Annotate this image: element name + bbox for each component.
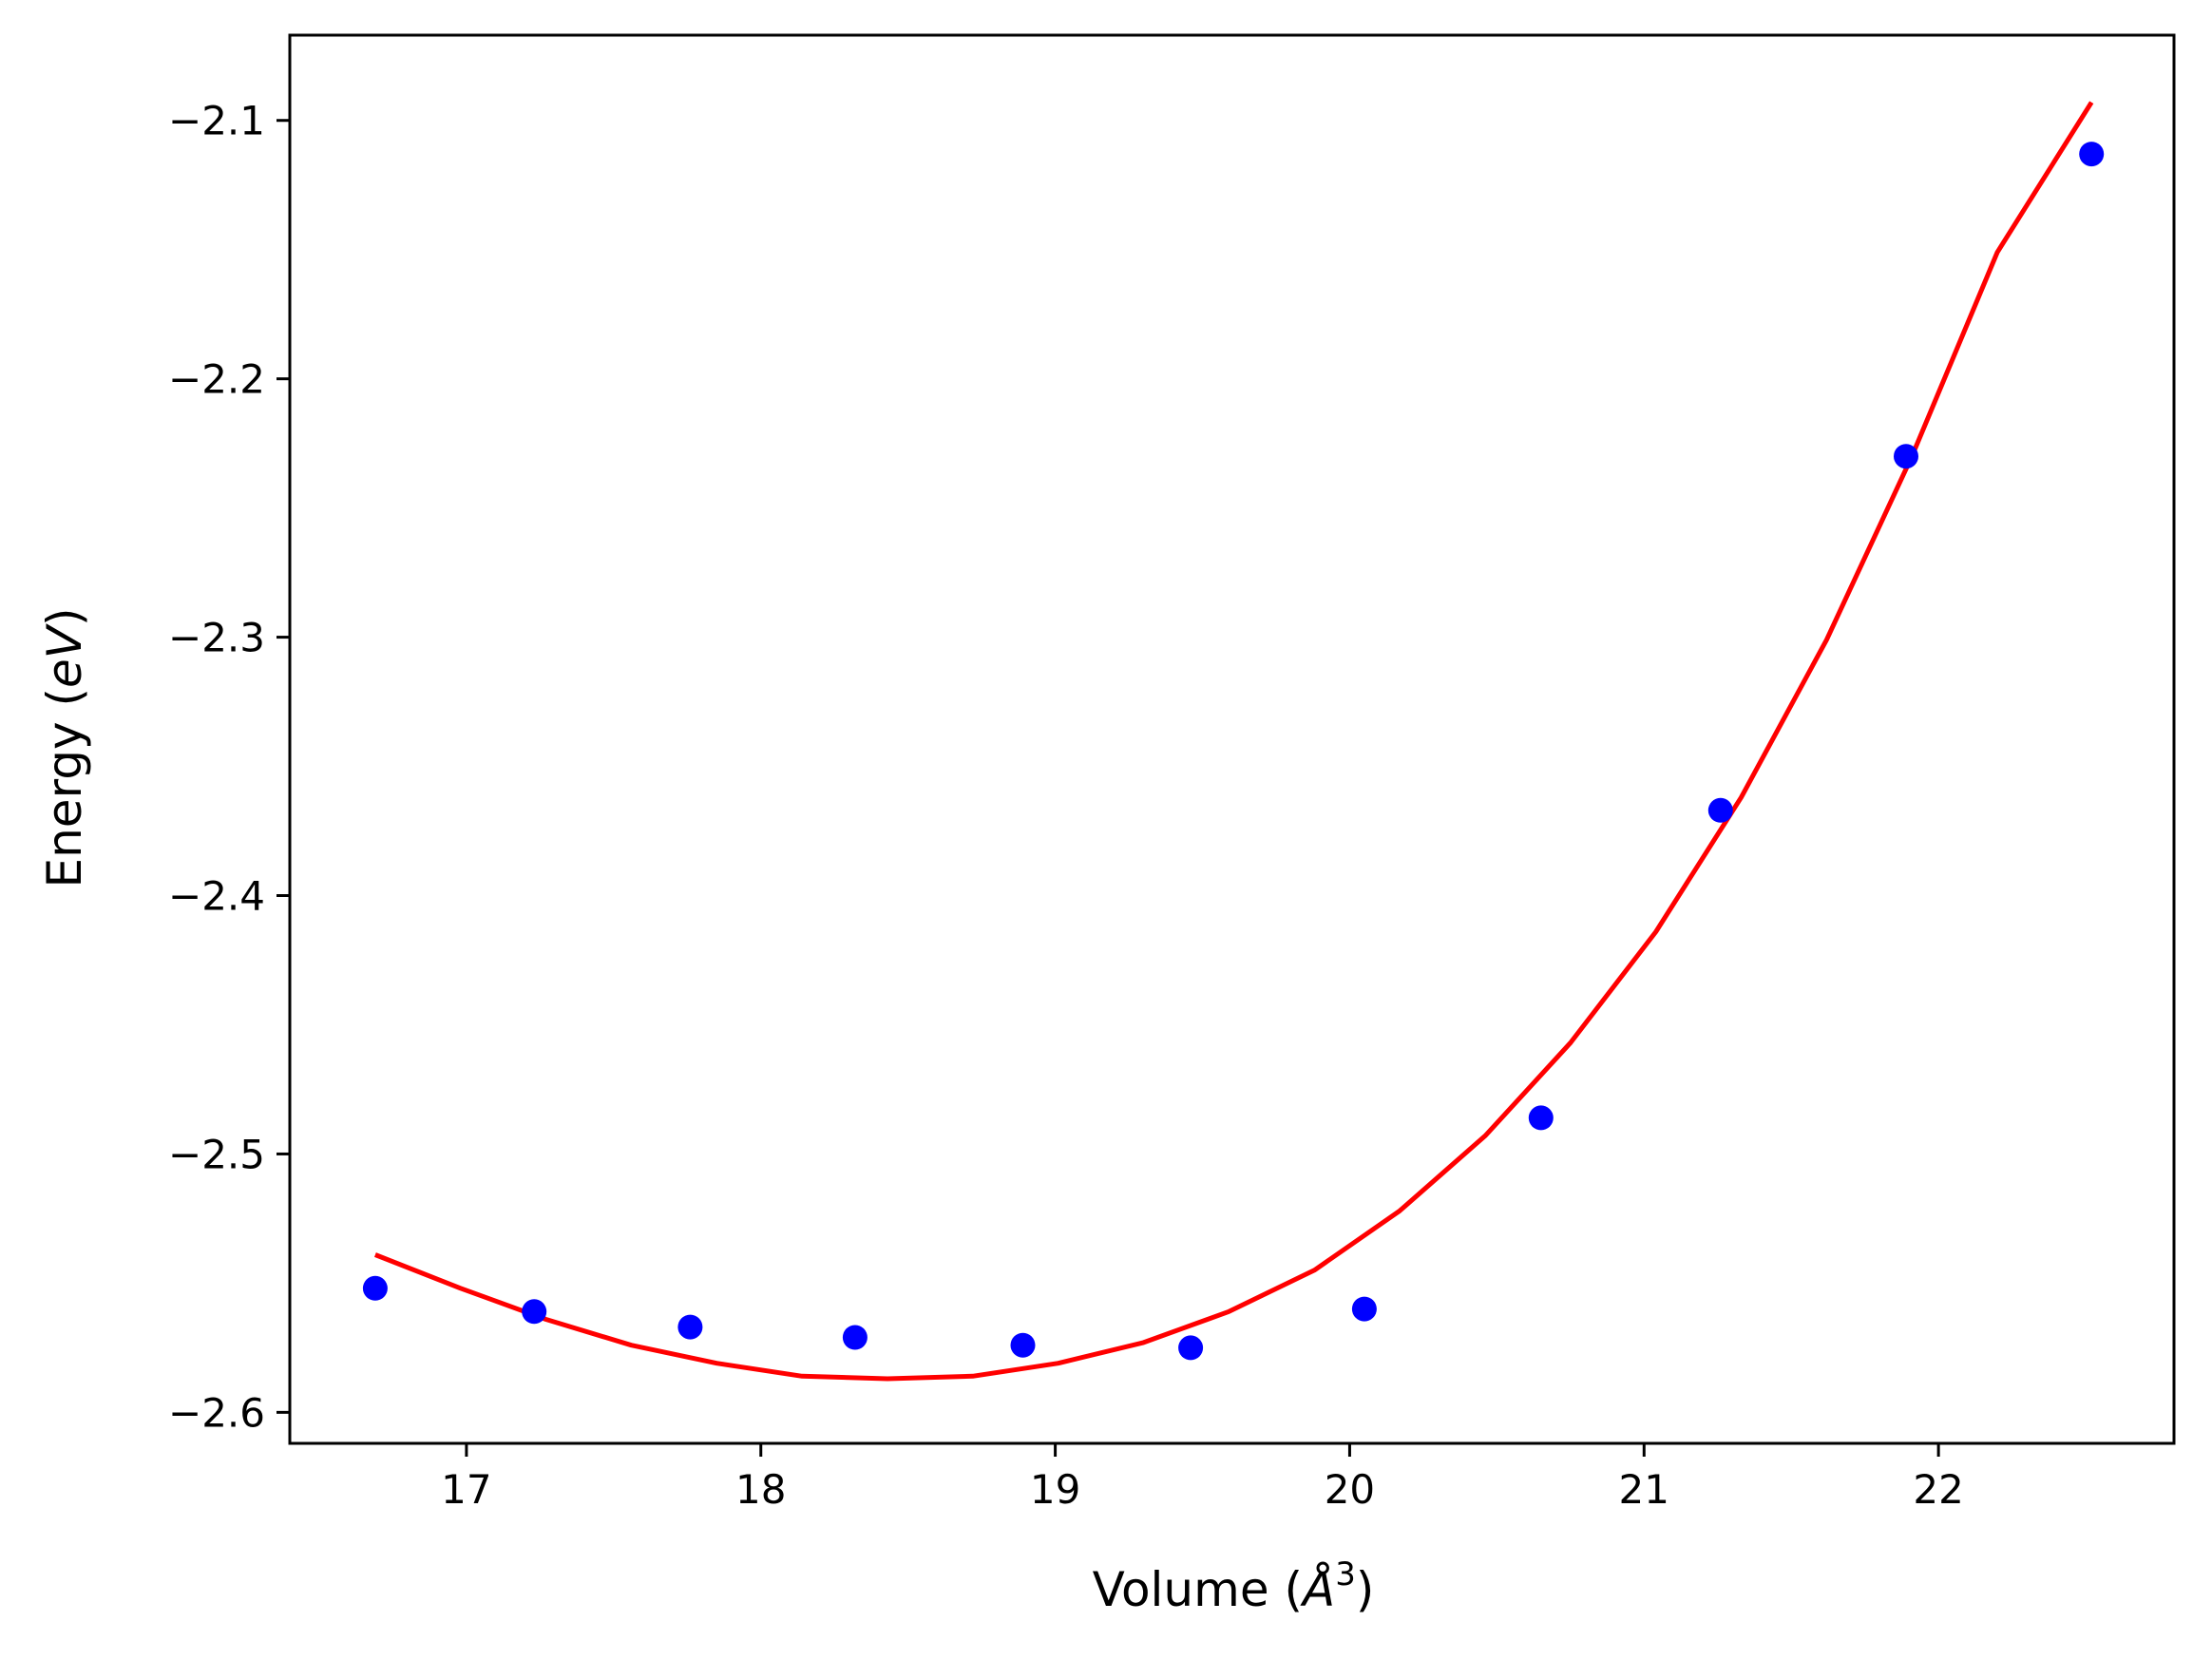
data-point bbox=[1010, 1332, 1036, 1358]
x-tick-label: 17 bbox=[441, 1466, 491, 1513]
x-axis-label-text: Volume ( bbox=[1093, 1562, 1303, 1617]
x-axis-label-close: ) bbox=[1356, 1562, 1375, 1617]
x-axis-label-unit: Å bbox=[1300, 1562, 1335, 1617]
fit-curve-line bbox=[373, 101, 2094, 1382]
x-tick-label: 19 bbox=[1030, 1466, 1080, 1513]
data-point bbox=[362, 1275, 388, 1301]
data-point bbox=[1528, 1105, 1554, 1131]
y-tick-label: −2.5 bbox=[168, 1131, 265, 1177]
x-tick-label: 22 bbox=[1913, 1466, 1963, 1513]
data-point bbox=[1707, 797, 1733, 823]
x-tick-label: 18 bbox=[735, 1466, 786, 1513]
y-axis-ticks: −2.1 −2.2 −2.3 −2.4 −2.5 −2.6 bbox=[168, 98, 290, 1436]
y-tick-label: −2.2 bbox=[168, 356, 265, 403]
y-axis-label-unit: eV bbox=[37, 622, 92, 688]
data-point bbox=[842, 1325, 868, 1350]
x-axis-label-exponent: 3 bbox=[1335, 1555, 1356, 1593]
data-point bbox=[522, 1299, 547, 1325]
data-point bbox=[1178, 1335, 1204, 1361]
x-axis-ticks: 17 18 19 20 21 22 bbox=[441, 1443, 1964, 1513]
y-axis-label: Energy (eV) bbox=[37, 608, 92, 888]
x-axis-label: Volume (Å3) bbox=[1093, 1555, 1375, 1617]
x-tick-label: 21 bbox=[1619, 1466, 1669, 1513]
data-point bbox=[677, 1314, 703, 1340]
plot-marks bbox=[362, 101, 2105, 1382]
data-point bbox=[1894, 444, 1918, 469]
y-tick-label: −2.1 bbox=[168, 98, 265, 144]
y-tick-label: −2.6 bbox=[168, 1389, 265, 1436]
data-point bbox=[1351, 1296, 1377, 1322]
y-tick-label: −2.4 bbox=[168, 873, 265, 920]
x-tick-label: 20 bbox=[1325, 1466, 1375, 1513]
y-axis-label-close: ) bbox=[37, 608, 92, 627]
plot-frame bbox=[288, 33, 2176, 1445]
y-axis-label-text: Energy ( bbox=[37, 688, 92, 887]
y-tick-label: −2.3 bbox=[168, 615, 265, 661]
data-point bbox=[2079, 142, 2105, 167]
